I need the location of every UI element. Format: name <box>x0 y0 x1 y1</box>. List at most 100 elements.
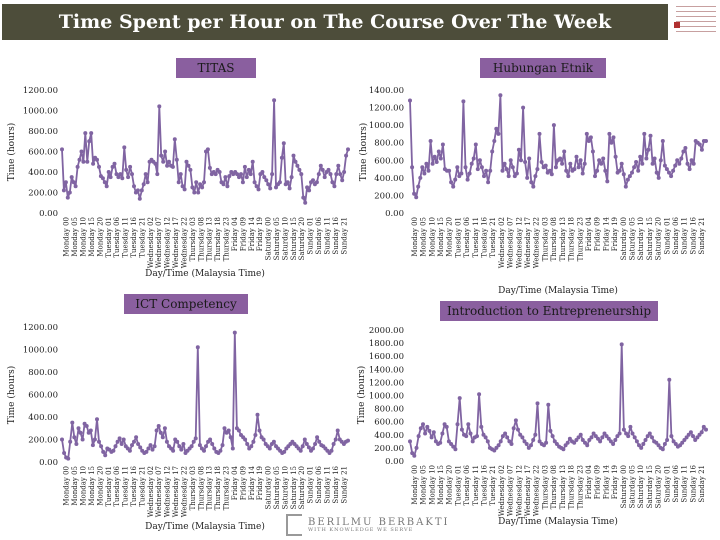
data-point <box>617 168 622 173</box>
data-point <box>178 172 183 177</box>
x-tick-label: Thursday 08 <box>197 466 205 510</box>
data-point <box>320 167 325 172</box>
x-tick-label: Monday 20 <box>96 466 104 506</box>
data-point <box>200 185 205 190</box>
x-tick-label: Sunday 16 <box>332 465 340 503</box>
page-title: Time Spent per Hour on The Course Over T… <box>2 4 668 40</box>
x-tick-label: Tuesday 16 <box>481 216 489 257</box>
x-tick-label: Tuesday 01 <box>454 465 462 506</box>
data-point <box>428 139 433 143</box>
x-tick-label: Tuesday 21 <box>489 217 497 258</box>
data-point <box>335 428 340 433</box>
data-point <box>150 447 155 452</box>
data-point <box>336 163 341 168</box>
x-tick-label: Saturday 05 <box>629 465 637 508</box>
data-point <box>628 424 633 429</box>
y-tick-label: 200.00 <box>28 189 58 199</box>
y-tick-label: 200.00 <box>374 191 404 201</box>
data-point <box>137 196 142 201</box>
data-point <box>246 167 251 172</box>
data-point <box>175 439 180 444</box>
x-tick-label: Friday 09 <box>239 466 247 500</box>
data-point <box>562 149 567 154</box>
x-tick-label: Saturday 15 <box>290 217 298 260</box>
data-point <box>237 175 241 180</box>
x-tick-label: Saturday 20 <box>298 217 306 260</box>
data-point <box>331 442 336 446</box>
data-point <box>302 437 307 442</box>
data-point <box>639 445 644 450</box>
x-tick-label: Monday 20 <box>446 465 454 505</box>
data-point <box>145 180 150 185</box>
series-line <box>409 94 706 199</box>
x-tick-label: Tuesday 16 <box>130 465 138 506</box>
data-point <box>543 163 548 168</box>
data-point <box>641 442 646 446</box>
data-point <box>529 180 534 185</box>
data-point <box>683 146 688 150</box>
data-point <box>121 437 126 442</box>
x-tick-label: Tuesday 11 <box>472 465 480 506</box>
x-axis-title: Day/Time (Malaysia Time) <box>498 285 618 296</box>
data-point <box>484 168 489 173</box>
data-point <box>155 172 160 177</box>
data-point <box>99 444 104 449</box>
x-tick-label: Wednesday 22 <box>180 466 188 517</box>
data-point <box>342 170 347 174</box>
data-point <box>637 443 641 448</box>
data-point <box>322 175 327 180</box>
data-point <box>518 432 523 437</box>
data-point <box>138 445 143 450</box>
x-tick-label: Tuesday 21 <box>138 466 146 507</box>
data-point <box>274 185 278 190</box>
data-point <box>627 174 632 179</box>
data-point <box>74 442 79 446</box>
data-point <box>469 161 474 166</box>
data-point <box>182 187 187 192</box>
x-tick-label: Monday 00 <box>63 466 71 506</box>
data-point <box>607 131 612 136</box>
x-tick-label: Wednesday 12 <box>164 466 172 517</box>
data-point <box>301 195 306 200</box>
data-point <box>504 167 509 172</box>
data-point <box>492 139 497 143</box>
data-point <box>431 430 436 435</box>
data-point <box>249 444 254 449</box>
data-point <box>630 431 635 436</box>
data-point <box>584 131 589 136</box>
y-tick-label: 1800.00 <box>369 339 404 349</box>
data-point <box>242 164 247 169</box>
x-tick-label: Sunday 01 <box>307 217 315 255</box>
data-point <box>558 156 563 161</box>
data-point <box>346 438 350 443</box>
data-point <box>535 401 540 406</box>
data-point <box>420 165 425 170</box>
data-point <box>529 443 533 448</box>
data-point <box>416 184 421 189</box>
data-point <box>623 184 628 189</box>
data-point <box>467 171 472 176</box>
data-point <box>194 180 199 185</box>
data-point <box>644 156 649 161</box>
data-point <box>148 443 153 448</box>
y-tick-label: 1200.00 <box>369 104 404 114</box>
data-point <box>650 161 655 166</box>
data-point <box>318 163 323 168</box>
data-point <box>408 98 412 103</box>
data-point <box>574 154 579 159</box>
data-point <box>426 168 431 173</box>
x-tick-label: Sunday 16 <box>689 216 697 254</box>
data-point <box>144 449 149 454</box>
data-point <box>68 439 73 444</box>
data-point <box>440 142 445 147</box>
x-tick-label: Wednesday 02 <box>147 217 155 268</box>
data-point <box>486 180 491 185</box>
data-point <box>67 190 72 195</box>
x-tick-label: Friday 14 <box>602 216 610 251</box>
data-point <box>526 445 531 450</box>
data-point <box>547 168 552 173</box>
data-point <box>595 168 600 173</box>
x-tick-label: Wednesday 07 <box>155 466 163 517</box>
data-point <box>677 161 682 166</box>
data-point <box>243 437 248 442</box>
